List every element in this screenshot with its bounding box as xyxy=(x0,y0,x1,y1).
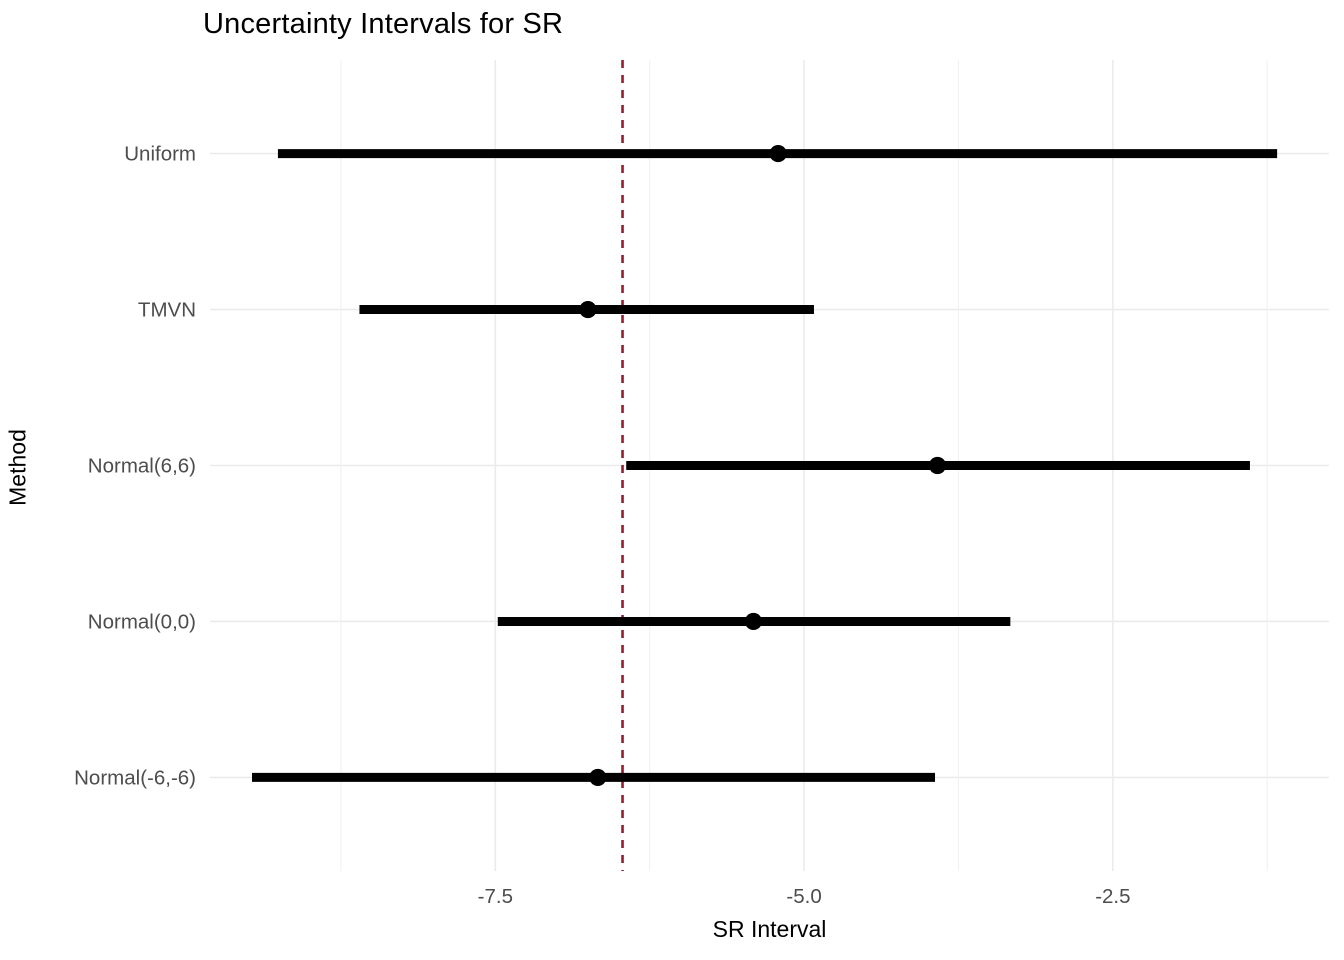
interval-point xyxy=(928,456,947,475)
x-tick-label: -2.5 xyxy=(1095,885,1130,908)
interval-point xyxy=(744,612,763,631)
y-tick-label: Normal(0,0) xyxy=(88,610,196,633)
y-tick-label: Normal(6,6) xyxy=(88,455,196,478)
y-tick-label: Normal(-6,-6) xyxy=(74,766,196,789)
chart-title: Uncertainty Intervals for SR xyxy=(203,8,564,40)
y-tick-label: TMVN xyxy=(138,299,196,322)
x-tick-label: -7.5 xyxy=(478,885,513,908)
x-axis-title: SR Interval xyxy=(712,916,827,942)
y-tick-label: Uniform xyxy=(124,143,196,166)
y-axis-title: Method xyxy=(4,429,31,506)
interval-point xyxy=(589,768,607,787)
x-tick-label: -5.0 xyxy=(786,885,821,908)
interval-point xyxy=(769,144,787,163)
interval-point xyxy=(579,300,597,319)
